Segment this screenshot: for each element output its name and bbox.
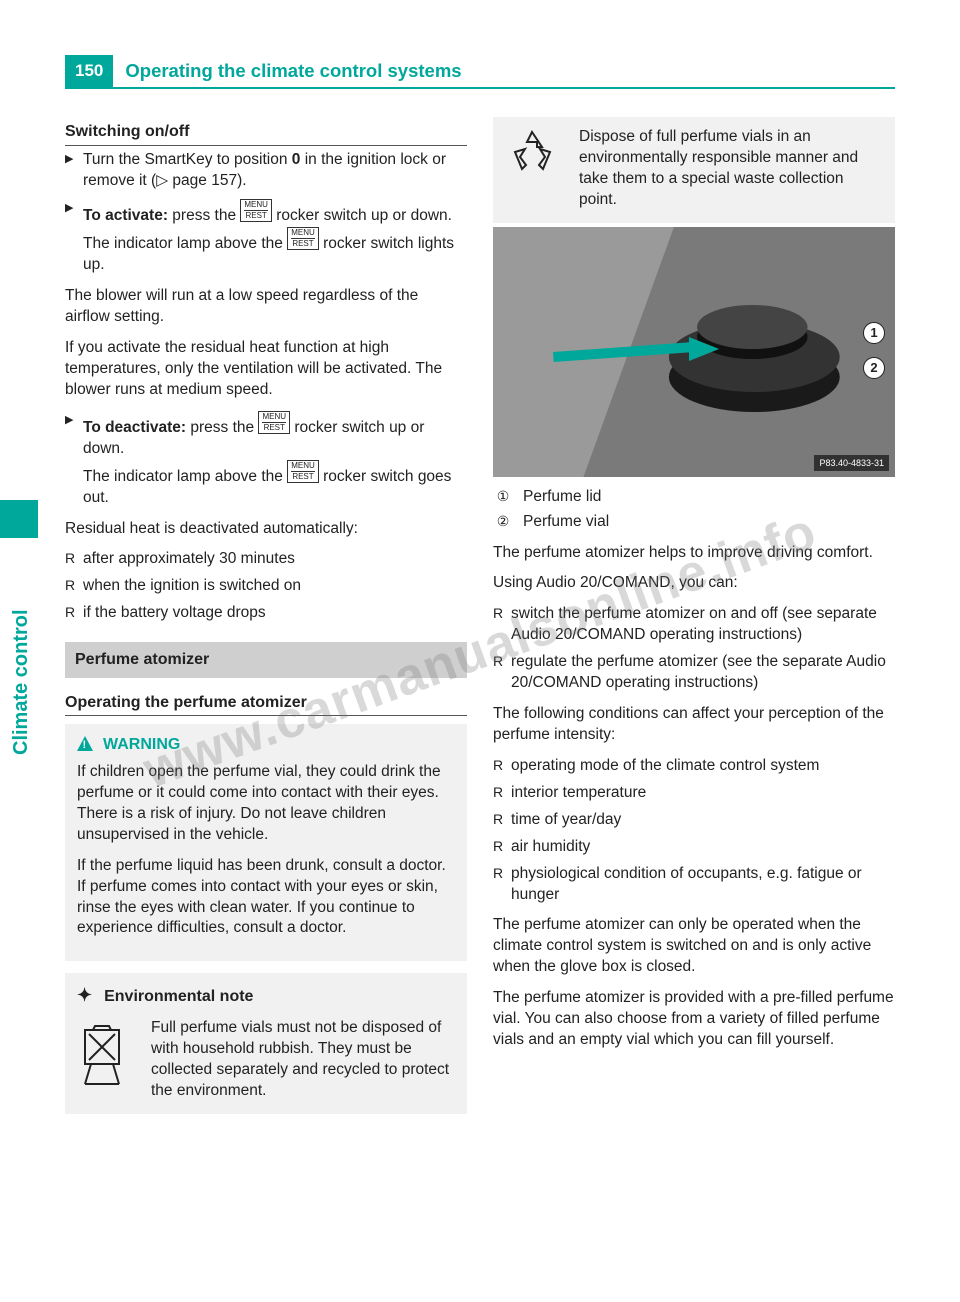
perfume-figure: 1 2 P83.40-4833-31 (493, 227, 895, 477)
no-trash-icon (77, 1018, 137, 1102)
list-item: air humidity (493, 837, 895, 858)
paragraph: The blower will run at a low speed regar… (65, 286, 467, 328)
list-item: after approximately 30 minutes (65, 549, 467, 570)
callout-1: 1 (863, 322, 885, 344)
section-head-perfume: Perfume atomizer (65, 642, 467, 678)
list-item: when the ignition is switched on (65, 576, 467, 597)
env-text-2: Dispose of full perfume vials in an envi… (579, 127, 883, 211)
env-note-box-2: Dispose of full perfume vials in an envi… (493, 117, 895, 223)
env-heading: ✦ Environmental note (77, 983, 455, 1008)
can-list: switch the perfume atomizer on and off (… (493, 604, 895, 694)
list-item: operating mode of the climate control sy… (493, 756, 895, 777)
list-item: interior temperature (493, 783, 895, 804)
page-header: 150 Operating the climate control system… (65, 55, 895, 89)
legend-num: ② (493, 512, 513, 532)
warning-box: WARNING If children open the perfume via… (65, 724, 467, 961)
page-number: 150 (65, 55, 113, 87)
legend-text: Perfume vial (523, 512, 609, 533)
warning-icon (77, 736, 93, 751)
env-note-box: ✦ Environmental note Full perfume vials m… (65, 973, 467, 1113)
recycle-icon (505, 127, 565, 211)
step: To activate: press the MENUREST rocker s… (65, 199, 467, 276)
env-label: Environmental note (104, 988, 253, 1005)
callout-2: 2 (863, 357, 885, 379)
warning-text: If children open the perfume vial, they … (77, 762, 455, 846)
cond-list: operating mode of the climate control sy… (493, 756, 895, 906)
paragraph: Using Audio 20/COMAND, you can: (493, 573, 895, 594)
warning-label: WARNING (103, 736, 180, 753)
list-item: physiological condition of occupants, e.… (493, 864, 895, 906)
list-item: if the battery voltage drops (65, 603, 467, 624)
step: To deactivate: press the MENUREST rocker… (65, 411, 467, 509)
env-text: Full perfume vials must not be disposed … (151, 1018, 455, 1102)
page-title: Operating the climate control systems (113, 55, 461, 87)
warning-text: If the perfume liquid has been drunk, co… (77, 856, 455, 940)
auto-off-list: after approximately 30 minutes when the … (65, 549, 467, 624)
step: Turn the SmartKey to position 0 in the i… (65, 150, 467, 192)
paragraph: The perfume atomizer is provided with a … (493, 988, 895, 1051)
activate-steps: Turn the SmartKey to position 0 in the i… (65, 150, 467, 277)
figure-id: P83.40-4833-31 (814, 455, 889, 471)
heading-switching: Switching on/off (65, 121, 467, 146)
list-item: switch the perfume atomizer on and off (… (493, 604, 895, 646)
paragraph: If you activate the residual heat functi… (65, 338, 467, 401)
leaf-icon: ✦ (77, 985, 92, 1005)
figure-legend: ① Perfume lid ② Perfume vial (493, 487, 895, 533)
paragraph: The perfume atomizer helps to improve dr… (493, 543, 895, 564)
deactivate-steps: To deactivate: press the MENUREST rocker… (65, 411, 467, 509)
left-column: Switching on/off Turn the SmartKey to po… (65, 117, 467, 1114)
paragraph: Residual heat is deactivated automatical… (65, 519, 467, 540)
legend-num: ① (493, 487, 513, 507)
list-item: time of year/day (493, 810, 895, 831)
legend-text: Perfume lid (523, 487, 601, 508)
heading-operating-perfume: Operating the perfume atomizer (65, 692, 467, 717)
right-column: Dispose of full perfume vials in an envi… (493, 117, 895, 1114)
paragraph: The following conditions can affect your… (493, 704, 895, 746)
warning-heading: WARNING (77, 734, 455, 756)
list-item: regulate the perfume atomizer (see the s… (493, 652, 895, 694)
paragraph: The perfume atomizer can only be operate… (493, 915, 895, 978)
